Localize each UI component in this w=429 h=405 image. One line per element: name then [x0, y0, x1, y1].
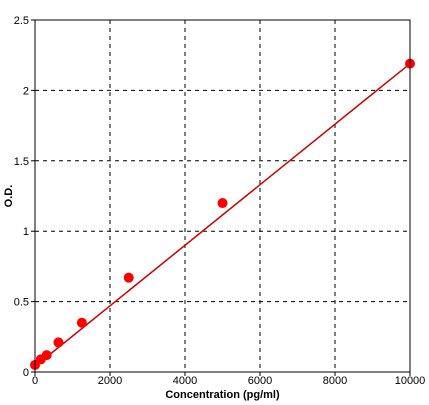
fit-line [34, 63, 411, 367]
y-tick-label: 2.5 [14, 15, 29, 27]
data-point [53, 337, 64, 348]
x-tick-label: 4000 [173, 375, 197, 387]
y-tick-label: 1 [23, 226, 29, 238]
x-tick-label: 6000 [248, 375, 272, 387]
x-tick-label: 10000 [395, 375, 426, 387]
data-point [76, 317, 87, 328]
data-point [123, 272, 134, 283]
y-tick-label: 2 [23, 85, 29, 97]
y-axis-title: O.D. [3, 185, 15, 208]
x-tick-label: 2000 [98, 375, 122, 387]
x-tick-label: 0 [32, 375, 38, 387]
y-tick-label: 0.5 [14, 297, 29, 309]
fit-line-group [34, 63, 411, 367]
data-point [41, 350, 52, 361]
x-tick-labels: 0 2000 4000 6000 8000 10000 [32, 372, 425, 387]
plot-frame [34, 19, 411, 373]
data-point [217, 198, 228, 209]
x-tick-label: 8000 [323, 375, 347, 387]
y-tick-labels: 0 0.5 1 1.5 2 2.5 [14, 15, 35, 379]
y-tick-label: 1.5 [14, 156, 29, 168]
grid [35, 20, 410, 372]
x-axis-title: Concentration (pg/ml) [165, 389, 280, 401]
y-tick-label: 0 [23, 367, 29, 379]
